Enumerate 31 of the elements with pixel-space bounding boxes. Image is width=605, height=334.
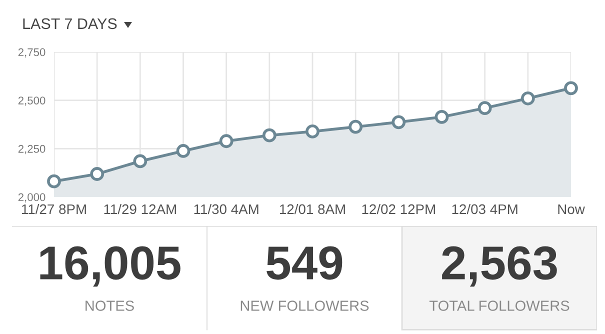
x-tick-label: 11/29 12AM [104,204,176,214]
text: 549 [266,246,342,280]
x-tick-label: Now [558,204,585,214]
point [306,124,320,138]
text: NOTES [86,300,134,311]
y-tick-label: 2,000 [18,193,46,202]
point [434,110,449,124]
text: 2,563 [442,246,557,287]
text: 16,005 [40,246,180,287]
point [348,120,363,134]
x-tick-label: 12/02 12PM [362,204,435,214]
point [219,134,234,148]
x-tick-label: 12/01 8AM [280,204,345,214]
chart-title: LAST 7 DAYS [23,18,117,30]
x-tick-label: 11/27 8PM [22,204,86,214]
point [478,101,492,116]
point [90,167,104,181]
point [392,115,406,130]
x-tick-label: 12/03 4PM [452,204,518,214]
point [133,154,148,168]
point [262,128,276,142]
text: TOTAL FOLLOWERS [429,300,570,311]
y-tick-label: 2,750 [18,48,46,58]
y-tick-label: 2,500 [18,96,46,106]
point [176,144,190,158]
point [47,174,61,188]
point [520,91,535,106]
point [564,81,578,96]
y-tick-label: 2,250 [18,144,46,154]
text: NEW FOLLOWERS [240,300,369,311]
x-tick-label: 11/30 4AM [194,204,258,214]
